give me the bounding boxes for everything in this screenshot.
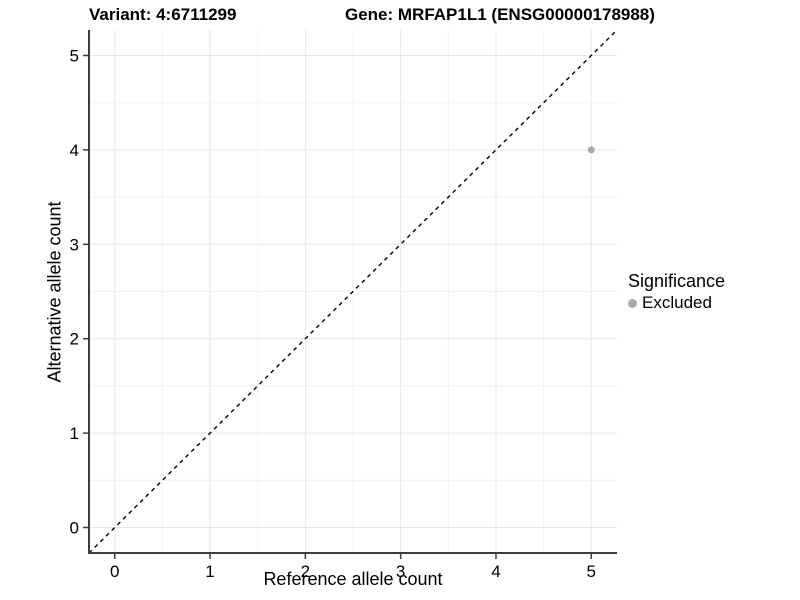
x-axis-title: Reference allele count bbox=[263, 569, 443, 589]
legend: Significance Excluded bbox=[628, 271, 725, 313]
legend-item-excluded: Excluded bbox=[628, 293, 725, 313]
legend-title: Significance bbox=[628, 271, 726, 291]
data-point-excluded bbox=[587, 146, 595, 154]
y-tick-label: 4 bbox=[70, 141, 79, 160]
x-tick-label: 2 bbox=[301, 562, 310, 581]
excluded-point-icon bbox=[628, 298, 637, 308]
x-tick-label: 3 bbox=[396, 562, 405, 581]
plot-title-variant: Variant: 4:6711299 bbox=[89, 5, 237, 24]
x-tick-label: 0 bbox=[110, 562, 119, 581]
x-tick-label: 5 bbox=[587, 562, 596, 581]
y-tick-label: 3 bbox=[70, 235, 79, 254]
identity-dashed-line bbox=[88, 29, 618, 554]
y-tick-label: 0 bbox=[70, 519, 79, 538]
plot-title-gene: Gene: MRFAP1L1 (ENSG00000178988) bbox=[345, 5, 655, 24]
legend-item-label: Excluded bbox=[642, 293, 712, 312]
y-tick-label: 5 bbox=[70, 46, 79, 65]
y-tick-label: 2 bbox=[70, 330, 79, 349]
x-tick-label: 1 bbox=[205, 562, 214, 581]
x-tick-label: 4 bbox=[491, 562, 500, 581]
y-tick-label: 1 bbox=[70, 424, 79, 443]
